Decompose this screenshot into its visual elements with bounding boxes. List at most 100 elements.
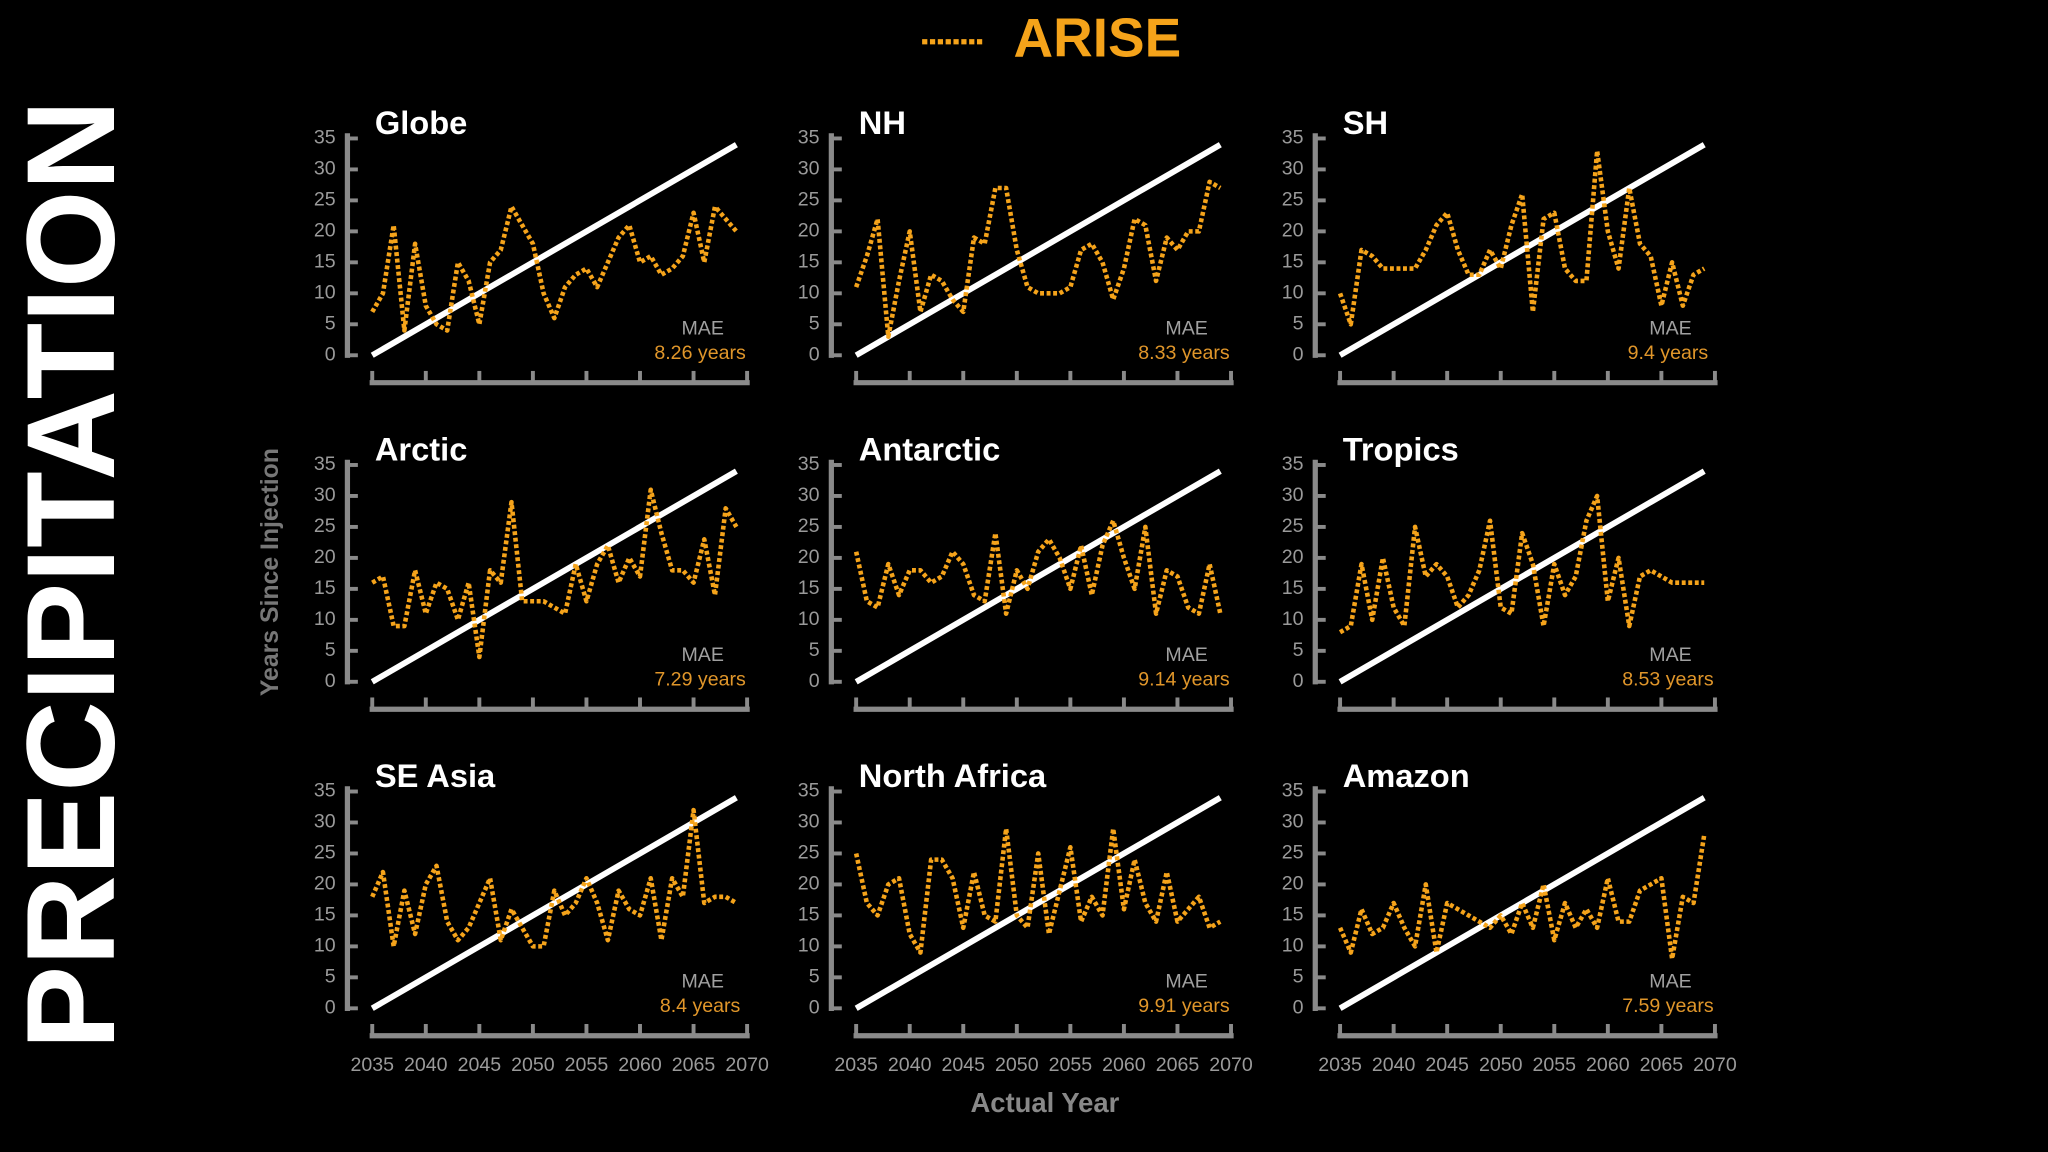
y-tick-label: 20 — [314, 546, 336, 568]
y-tick-label: 5 — [1293, 639, 1304, 661]
page-title: PRECIPITATION — [0, 100, 141, 1050]
x-tick-label: 2070 — [1693, 1054, 1737, 1076]
y-tick-label: 5 — [325, 312, 336, 334]
y-tick-label: 15 — [314, 577, 336, 599]
data-line — [854, 179, 1222, 339]
mae-label: MAE — [681, 970, 723, 992]
x-tick-label: 2040 — [888, 1054, 932, 1076]
y-tick-label: 35 — [1282, 453, 1304, 475]
mae-value: 9.91 years — [1138, 995, 1230, 1017]
y-tick-label: 0 — [325, 343, 336, 365]
mae-value: 9.14 years — [1138, 669, 1230, 691]
mae-value: 9.4 years — [1628, 342, 1709, 364]
y-tick-label: 35 — [314, 127, 336, 149]
panel-title: Amazon — [1343, 757, 1470, 794]
y-tick-label: 0 — [809, 670, 820, 692]
y-tick-label: 0 — [809, 996, 820, 1018]
x-tick-label: 2055 — [1533, 1054, 1577, 1076]
mae-label: MAE — [1165, 644, 1207, 666]
y-tick-label: 15 — [798, 904, 820, 926]
y-tick-label: 15 — [798, 577, 820, 599]
y-tick-label: 15 — [314, 251, 336, 273]
y-tick-label: 20 — [314, 873, 336, 895]
y-tick-label: 25 — [798, 842, 820, 864]
x-tick-label: 2050 — [511, 1054, 555, 1076]
panel-title: SE Asia — [375, 757, 496, 794]
data-line — [371, 487, 739, 660]
y-tick-label: 20 — [798, 220, 820, 242]
x-tick-label: 2045 — [1425, 1054, 1469, 1076]
y-tick-label: 0 — [1293, 343, 1304, 365]
y-tick-label: 0 — [1293, 670, 1304, 692]
panel-title: Tropics — [1343, 431, 1459, 468]
y-tick-label: 30 — [798, 484, 820, 506]
y-tick-label: 35 — [1282, 127, 1304, 149]
y-axis-label: Years Since Injection — [257, 448, 284, 696]
y-tick-label: 15 — [1282, 577, 1304, 599]
y-tick-label: 25 — [314, 515, 336, 537]
x-tick-label: 2045 — [458, 1054, 502, 1076]
mae-label: MAE — [1649, 970, 1691, 992]
x-tick-label: 2035 — [834, 1054, 878, 1076]
panel-title: NH — [859, 104, 906, 141]
mae-label: MAE — [1165, 970, 1207, 992]
y-tick-label: 0 — [809, 343, 820, 365]
y-tick-label: 20 — [314, 220, 336, 242]
y-tick-label: 25 — [1282, 189, 1304, 211]
y-tick-label: 10 — [798, 281, 820, 303]
reference-line — [370, 795, 738, 1011]
data-line — [853, 826, 1222, 955]
y-tick-label: 25 — [1282, 515, 1304, 537]
y-tick-label: 15 — [1282, 904, 1304, 926]
x-tick-label: 2065 — [1640, 1054, 1684, 1076]
y-tick-label: 20 — [798, 873, 820, 895]
mae-label: MAE — [1649, 317, 1691, 339]
x-tick-label: 2060 — [1586, 1054, 1630, 1076]
data-line — [853, 518, 1223, 616]
y-tick-label: 30 — [314, 811, 336, 833]
y-tick-label: 25 — [314, 842, 336, 864]
y-tick-label: 35 — [314, 780, 336, 802]
x-axis-label: Actual Year — [970, 1087, 1119, 1118]
panel-title: North Africa — [859, 757, 1047, 794]
y-tick-label: 0 — [325, 670, 336, 692]
mae-value: 8.26 years — [654, 342, 746, 364]
mae-value: 8.53 years — [1622, 669, 1714, 691]
x-tick-label: 2055 — [1049, 1054, 1093, 1076]
reference-line — [854, 142, 1222, 358]
x-tick-label: 2060 — [1102, 1054, 1146, 1076]
panel-title: Arctic — [375, 431, 468, 468]
y-tick-label: 35 — [798, 453, 820, 475]
y-tick-label: 10 — [314, 935, 336, 957]
mae-value: 8.4 years — [660, 995, 741, 1017]
data-line — [370, 204, 739, 333]
x-tick-label: 2035 — [1318, 1054, 1362, 1076]
y-tick-label: 15 — [798, 251, 820, 273]
x-tick-label: 2050 — [1479, 1054, 1523, 1076]
y-tick-label: 10 — [1282, 935, 1304, 957]
mae-label: MAE — [1165, 317, 1207, 339]
y-tick-label: 30 — [798, 158, 820, 180]
y-tick-label: 10 — [798, 935, 820, 957]
x-tick-label: 2070 — [725, 1054, 769, 1076]
y-tick-label: 5 — [809, 639, 820, 661]
panel-title: SH — [1343, 104, 1388, 141]
x-tick-label: 2045 — [941, 1054, 985, 1076]
y-tick-label: 0 — [325, 996, 336, 1018]
data-line — [1337, 834, 1707, 962]
x-tick-label: 2040 — [404, 1054, 448, 1076]
x-tick-label: 2060 — [618, 1054, 662, 1076]
y-tick-label: 15 — [314, 904, 336, 926]
y-tick-label: 10 — [1282, 281, 1304, 303]
y-tick-label: 35 — [798, 127, 820, 149]
y-tick-label: 5 — [325, 639, 336, 661]
y-tick-label: 30 — [314, 158, 336, 180]
data-line — [370, 807, 738, 949]
y-tick-label: 30 — [1282, 484, 1304, 506]
y-tick-label: 30 — [1282, 158, 1304, 180]
reference-line — [1338, 468, 1706, 685]
legend-label: ARISE — [1014, 6, 1182, 68]
y-tick-label: 25 — [798, 189, 820, 211]
